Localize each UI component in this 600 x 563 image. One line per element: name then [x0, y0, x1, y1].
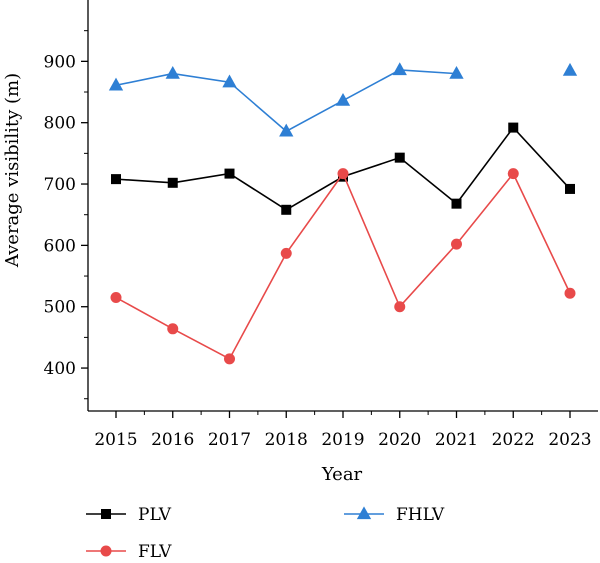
data-point-plv [394, 152, 405, 163]
data-point-flv [280, 247, 292, 259]
legend-label-plv: PLV [138, 505, 172, 525]
data-point-fhlv [392, 62, 407, 76]
data-point-flv [167, 323, 179, 335]
data-point-plv [451, 198, 462, 209]
series-layer [108, 62, 578, 365]
y-tick-label: 800 [44, 114, 76, 134]
data-point-flv [564, 287, 576, 299]
y-tick-label: 500 [44, 298, 76, 318]
data-point-fhlv [108, 77, 124, 91]
data-point-plv [167, 177, 178, 188]
x-axis-title: Year [321, 464, 363, 485]
x-tick-label: 2021 [435, 430, 478, 450]
legend-item-flv: FLV [86, 542, 172, 562]
x-tick-label: 2023 [548, 430, 591, 450]
data-point-fhlv [279, 123, 294, 137]
series-flv [110, 168, 576, 365]
data-point-fhlv [562, 62, 578, 76]
y-ticks: 400 500 600 700 800 900 [44, 30, 88, 400]
y-tick-label: 900 [44, 52, 76, 72]
data-point-flv [394, 301, 406, 313]
x-tick-label: 2017 [208, 430, 251, 450]
legend-item-plv: PLV [86, 505, 172, 525]
data-point-fhlv [335, 92, 351, 106]
data-point-fhlv [449, 65, 464, 79]
data-point-plv [224, 168, 235, 179]
x-ticks: 2015 2016 2017 2018 2019 2020 2021 2022 2023 [94, 411, 592, 450]
data-point-flv [110, 292, 122, 304]
data-point-fhlv [165, 65, 180, 79]
series-line-flv [115, 171, 571, 360]
data-point-flv [451, 238, 462, 250]
y-tick-label: 400 [44, 359, 76, 379]
data-point-flv [507, 168, 519, 180]
series-line-fhlv [115, 69, 457, 133]
data-point-plv [111, 174, 121, 185]
data-point-flv [224, 353, 235, 365]
legend-item-fhlv: FHLV [344, 505, 445, 525]
data-point-fhlv [222, 74, 237, 88]
x-tick-label: 2018 [265, 430, 308, 450]
legend-marker-fhlv [356, 506, 372, 520]
x-tick-label: 2020 [378, 430, 421, 450]
data-point-plv [565, 183, 575, 194]
series-fhlv [108, 62, 578, 137]
legend-label-fhlv: FHLV [396, 505, 445, 525]
y-tick-label: 700 [44, 175, 76, 195]
y-axis-title: Average visibility (m) [2, 73, 23, 268]
legend-marker-plv [101, 509, 111, 519]
y-tick-label: 600 [44, 236, 76, 256]
legend: PLV FLV FHLV [86, 505, 445, 562]
data-point-flv [337, 168, 349, 180]
axes [87, 0, 598, 412]
data-point-plv [508, 122, 519, 133]
x-tick-label: 2015 [94, 430, 137, 450]
data-point-plv [281, 204, 292, 215]
x-tick-label: 2022 [492, 430, 535, 450]
x-tick-label: 2019 [321, 430, 364, 450]
legend-marker-flv [100, 545, 112, 557]
legend-label-flv: FLV [138, 542, 172, 562]
x-tick-label: 2016 [151, 430, 194, 450]
